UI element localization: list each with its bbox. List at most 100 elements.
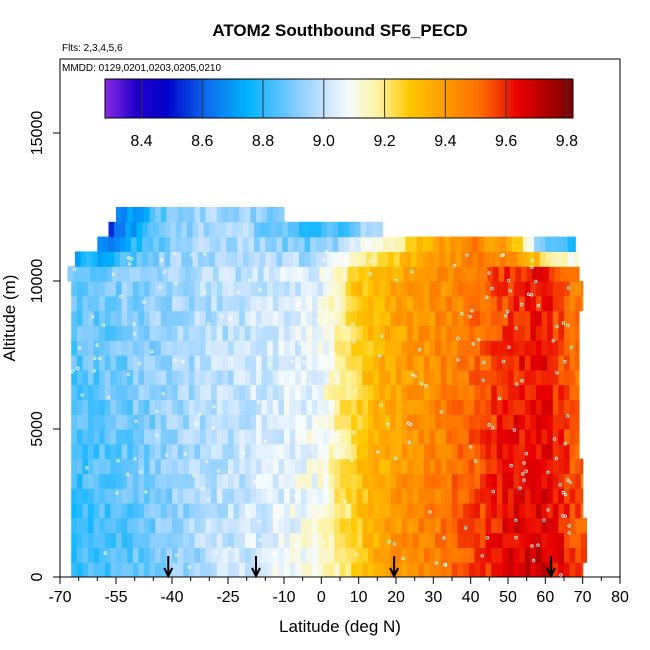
heatmap-cell: [519, 325, 526, 341]
heatmap-cell: [233, 488, 240, 504]
heatmap-cell: [138, 384, 145, 400]
heatmap-cell: [172, 473, 179, 489]
heatmap-cell: [552, 369, 559, 386]
sample-point: [334, 432, 339, 436]
heatmap-cell: [362, 414, 369, 430]
heatmap-cell: [338, 236, 345, 252]
heatmap-cell: [121, 207, 128, 223]
sample-point: [194, 422, 198, 426]
heatmap-cell: [429, 295, 436, 312]
heatmap-cell: [104, 532, 111, 548]
heatmap-cell: [472, 251, 479, 267]
heatmap-cell: [485, 443, 492, 460]
heatmap-cell: [93, 355, 100, 371]
sample-point: [163, 270, 167, 274]
heatmap-cell: [513, 369, 520, 386]
heatmap-cell: [409, 266, 416, 282]
heatmap-cell: [328, 414, 335, 430]
heatmap-cell: [373, 384, 380, 400]
heatmap-cell: [435, 458, 442, 474]
heatmap-cell: [272, 517, 279, 534]
chart-title: ATOM2 Southbound SF6_PECD: [212, 21, 467, 40]
heatmap-cell: [183, 532, 190, 548]
heatmap-cell: [334, 473, 341, 489]
heatmap-cell: [452, 414, 459, 430]
heatmap-cell: [485, 310, 492, 326]
heatmap-cell: [340, 503, 347, 519]
heatmap-cell: [536, 325, 543, 341]
heatmap-cell: [330, 266, 337, 282]
heatmap-cell: [276, 236, 283, 252]
heatmap-cell: [474, 325, 481, 341]
heatmap-cell: [575, 325, 580, 341]
heatmap-cell: [244, 340, 251, 356]
heatmap-cell: [345, 414, 352, 430]
heatmap-cell: [569, 562, 576, 577]
heatmap-cell: [334, 340, 341, 356]
heatmap-cell: [205, 429, 212, 445]
heatmap-cell: [205, 399, 212, 415]
heatmap-cell: [457, 488, 464, 504]
heatmap-cell: [99, 325, 106, 341]
heatmap-cell: [491, 443, 498, 460]
heatmap-cell: [569, 384, 576, 400]
heatmap-cell: [149, 562, 156, 577]
heatmap-cell: [71, 458, 78, 474]
heatmap-cell: [272, 384, 279, 400]
sample-point: [203, 291, 207, 295]
heatmap-cell: [435, 503, 442, 519]
heatmap-cell: [418, 384, 425, 400]
heatmap-cell: [412, 443, 419, 460]
heatmap-cell: [76, 488, 83, 504]
heatmap-cell: [229, 266, 237, 282]
heatmap-cell: [194, 207, 201, 223]
heatmap-cell: [216, 295, 223, 312]
heatmap-cell: [88, 488, 95, 504]
sample-point: [220, 314, 224, 318]
heatmap-cell: [552, 547, 559, 563]
heatmap-cell: [76, 562, 83, 577]
heatmap-cell: [429, 325, 436, 341]
heatmap-cell: [216, 532, 223, 548]
heatmap-cell: [558, 503, 565, 519]
heatmap-cell: [188, 325, 195, 341]
heatmap-cell: [222, 458, 229, 474]
heatmap-cell: [317, 532, 324, 548]
heatmap-cell: [530, 458, 537, 474]
heatmap-cell: [457, 532, 464, 548]
heatmap-cell: [209, 236, 216, 252]
heatmap-cell: [485, 295, 492, 312]
sample-point: [379, 334, 384, 338]
heatmap-cell: [390, 340, 397, 356]
heatmap-cell: [424, 562, 431, 577]
heatmap-cell: [338, 251, 345, 267]
heatmap-cell: [306, 414, 313, 430]
heatmap-cell: [222, 473, 229, 489]
heatmap-cell: [547, 384, 554, 400]
heatmap-cell: [485, 458, 492, 474]
sample-point: [566, 478, 570, 482]
heatmap-cell: [272, 443, 279, 460]
heatmap-cell: [353, 266, 360, 282]
heatmap-cell: [300, 340, 307, 356]
heatmap-cell: [407, 503, 414, 519]
heatmap-cell: [295, 488, 302, 504]
sample-point: [76, 366, 80, 370]
heatmap-cell: [142, 221, 149, 238]
heatmap-cell: [93, 369, 100, 386]
heatmap-cell: [524, 310, 531, 326]
heatmap-cell: [121, 488, 128, 504]
heatmap-cell: [116, 562, 123, 577]
heatmap-cell: [496, 429, 503, 445]
heatmap-cell: [351, 443, 358, 460]
heatmap-cell: [552, 340, 559, 356]
heatmap-cell: [138, 355, 145, 371]
heatmap-cell: [508, 488, 515, 504]
heatmap-cell: [222, 532, 229, 548]
heatmap-cell: [362, 532, 369, 548]
heatmap-cell: [267, 503, 274, 519]
heatmap-cell: [256, 369, 263, 386]
heatmap-cell: [416, 236, 423, 252]
heatmap-cell: [552, 295, 559, 312]
heatmap-cell: [76, 281, 83, 297]
